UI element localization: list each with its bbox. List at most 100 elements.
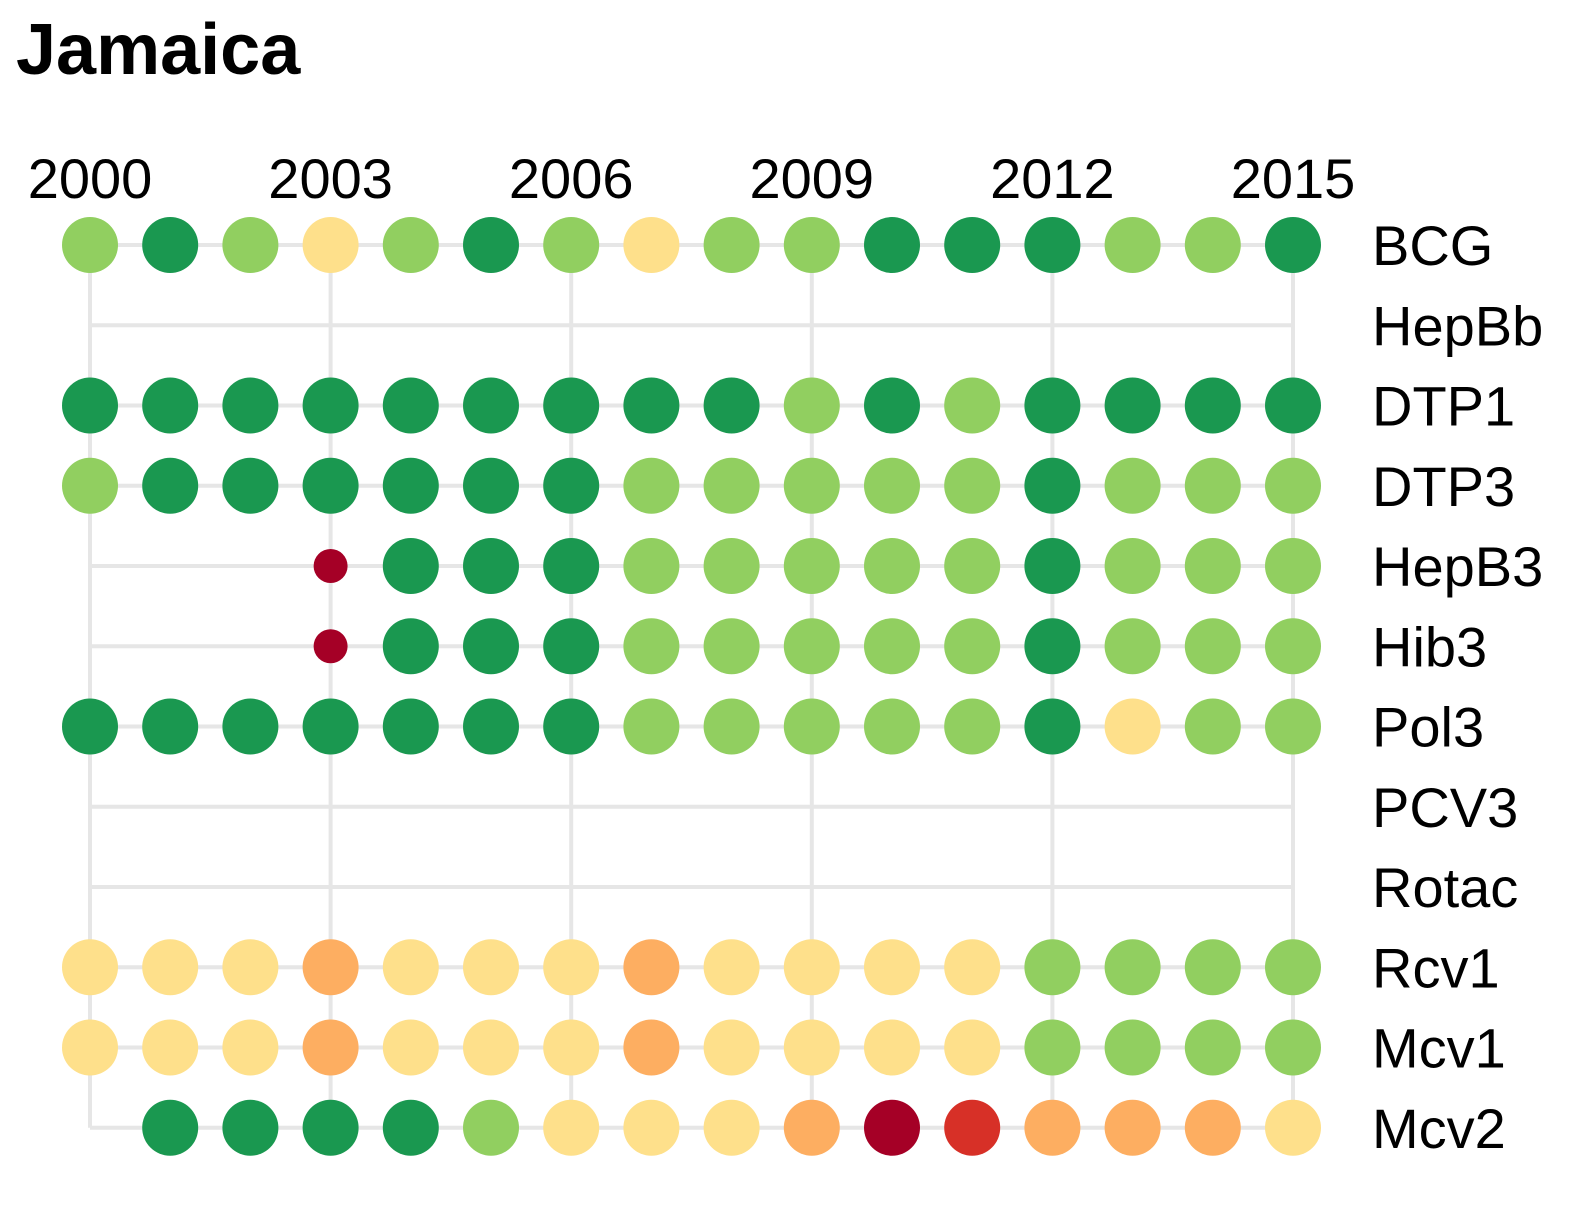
dot-dtp1-2009 bbox=[783, 377, 840, 434]
dot-hib3-2008 bbox=[703, 618, 760, 675]
dot-bcg-2012 bbox=[1024, 217, 1081, 273]
dot-bcg-2013 bbox=[1104, 217, 1161, 273]
dot-bcg-2002 bbox=[222, 217, 279, 273]
dot-dtp3-2011 bbox=[944, 457, 1001, 514]
dot-dtp1-2005 bbox=[463, 377, 519, 434]
dot-hepb3-2004 bbox=[382, 538, 439, 594]
row-label-hepb3: HepB3 bbox=[1372, 535, 1543, 598]
dot-mcv1-2000 bbox=[62, 1019, 118, 1076]
dot-mcv1-2003 bbox=[302, 1019, 359, 1076]
dot-bcg-2011 bbox=[944, 217, 1001, 273]
dot-dtp1-2014 bbox=[1184, 377, 1241, 434]
dot-rcv1-2001 bbox=[142, 939, 199, 996]
dot-hepb3-2009 bbox=[783, 538, 840, 594]
dot-dtp1-2011 bbox=[944, 377, 1001, 434]
dot-dtp1-2002 bbox=[222, 377, 279, 434]
row-label-pol3: Pol3 bbox=[1372, 696, 1484, 759]
dot-dtp3-2015 bbox=[1265, 457, 1321, 514]
dot-pol3-2000 bbox=[62, 698, 118, 755]
dot-bcg-2004 bbox=[382, 217, 439, 273]
dot-hib3-2012 bbox=[1024, 618, 1081, 675]
row-label-mcv2: Mcv2 bbox=[1372, 1097, 1506, 1160]
dot-pol3-2002 bbox=[222, 698, 279, 755]
dot-pol3-2014 bbox=[1184, 698, 1241, 755]
row-label-rcv1: Rcv1 bbox=[1372, 936, 1500, 999]
dot-bcg-2006 bbox=[543, 217, 600, 273]
dot-mcv2-2015 bbox=[1265, 1099, 1321, 1156]
dot-bcg-2003 bbox=[302, 217, 359, 273]
dot-bcg-2008 bbox=[703, 217, 760, 273]
row-label-bcg: BCG bbox=[1372, 214, 1493, 277]
row-label-dtp3: DTP3 bbox=[1372, 455, 1515, 518]
row-label-hib3: Hib3 bbox=[1372, 615, 1487, 678]
grid-lines bbox=[88, 243, 1295, 1130]
dot-mcv1-2012 bbox=[1024, 1019, 1081, 1076]
dot-hib3-2009 bbox=[783, 618, 840, 675]
dot-hepb3-2011 bbox=[944, 538, 1001, 594]
dot-dtp1-2001 bbox=[142, 377, 199, 434]
dot-mcv2-2014 bbox=[1184, 1099, 1241, 1156]
dot-rcv1-2015 bbox=[1265, 939, 1321, 996]
dot-hib3-2015 bbox=[1265, 618, 1321, 675]
dot-hib3-2014 bbox=[1184, 618, 1241, 675]
dot-mcv1-2006 bbox=[543, 1019, 600, 1076]
dot-bcg-2015 bbox=[1265, 217, 1321, 273]
dot-mcv2-2003 bbox=[302, 1099, 359, 1156]
dot-dtp1-2006 bbox=[543, 377, 600, 434]
dot-rcv1-2003 bbox=[302, 939, 359, 996]
dot-dtp3-2003 bbox=[302, 457, 359, 514]
dot-dtp3-2008 bbox=[703, 457, 760, 514]
row-label-mcv1: Mcv1 bbox=[1372, 1017, 1506, 1080]
dot-mcv2-2001 bbox=[142, 1099, 199, 1156]
dot-rcv1-2011 bbox=[944, 939, 1001, 996]
dot-mcv1-2013 bbox=[1104, 1019, 1161, 1076]
dot-hepb3-2010 bbox=[864, 538, 920, 594]
dot-pol3-2015 bbox=[1265, 698, 1321, 755]
dot-rcv1-2012 bbox=[1024, 939, 1081, 996]
dot-mcv1-2009 bbox=[783, 1019, 840, 1076]
dot-hepb3-2007 bbox=[623, 538, 680, 594]
dot-rcv1-2008 bbox=[703, 939, 760, 996]
dot-mcv1-2004 bbox=[382, 1019, 439, 1076]
dot-dtp3-2013 bbox=[1104, 457, 1161, 514]
dot-mcv2-2012 bbox=[1024, 1099, 1081, 1156]
dot-rcv1-2013 bbox=[1104, 939, 1161, 996]
dot-mcv2-2005 bbox=[463, 1099, 519, 1156]
dot-pol3-2009 bbox=[783, 698, 840, 755]
dot-dtp1-2008 bbox=[703, 377, 760, 434]
dot-bcg-2001 bbox=[142, 217, 199, 273]
dot-dtp1-2010 bbox=[864, 377, 920, 434]
row-label-hepbb: HepBb bbox=[1372, 294, 1543, 357]
dot-hepb3-2012 bbox=[1024, 538, 1081, 594]
dot-dtp3-2012 bbox=[1024, 457, 1081, 514]
dot-hepb3-2005 bbox=[463, 538, 519, 594]
dot-hepb3-2013 bbox=[1104, 538, 1161, 594]
dot-dtp1-2000 bbox=[62, 377, 118, 434]
x-tick-label-2009: 2009 bbox=[750, 147, 875, 210]
dot-hepb3-2014 bbox=[1184, 538, 1241, 594]
dot-mcv1-2002 bbox=[222, 1019, 279, 1076]
row-label-dtp1: DTP1 bbox=[1372, 375, 1515, 438]
dot-rcv1-2010 bbox=[864, 939, 920, 996]
dot-dtp3-2002 bbox=[222, 457, 279, 514]
dot-hib3-2005 bbox=[463, 618, 519, 675]
dot-dtp3-2010 bbox=[864, 457, 920, 514]
dot-dtp1-2003 bbox=[302, 377, 359, 434]
dot-rcv1-2014 bbox=[1184, 939, 1241, 996]
dot-pol3-2007 bbox=[623, 698, 680, 755]
row-label-pcv3: PCV3 bbox=[1372, 776, 1518, 839]
dot-bcg-2000 bbox=[62, 217, 118, 273]
dot-dtp3-2001 bbox=[142, 457, 199, 514]
dot-hib3-2010 bbox=[864, 618, 920, 675]
dot-dtp3-2005 bbox=[463, 457, 519, 514]
dot-mcv2-2009 bbox=[783, 1099, 840, 1156]
dot-mcv1-2005 bbox=[463, 1019, 519, 1076]
dot-pol3-2010 bbox=[864, 698, 920, 755]
dot-pol3-2006 bbox=[543, 698, 600, 755]
dot-mcv1-2011 bbox=[944, 1019, 1001, 1076]
row-label-rotac: Rotac bbox=[1372, 856, 1518, 919]
x-axis-tick-labels: 2000 2003 2006 2009 2012 2015 bbox=[28, 147, 1356, 210]
dot-bcg-2010 bbox=[864, 217, 920, 273]
dot-mcv1-2001 bbox=[142, 1019, 199, 1076]
